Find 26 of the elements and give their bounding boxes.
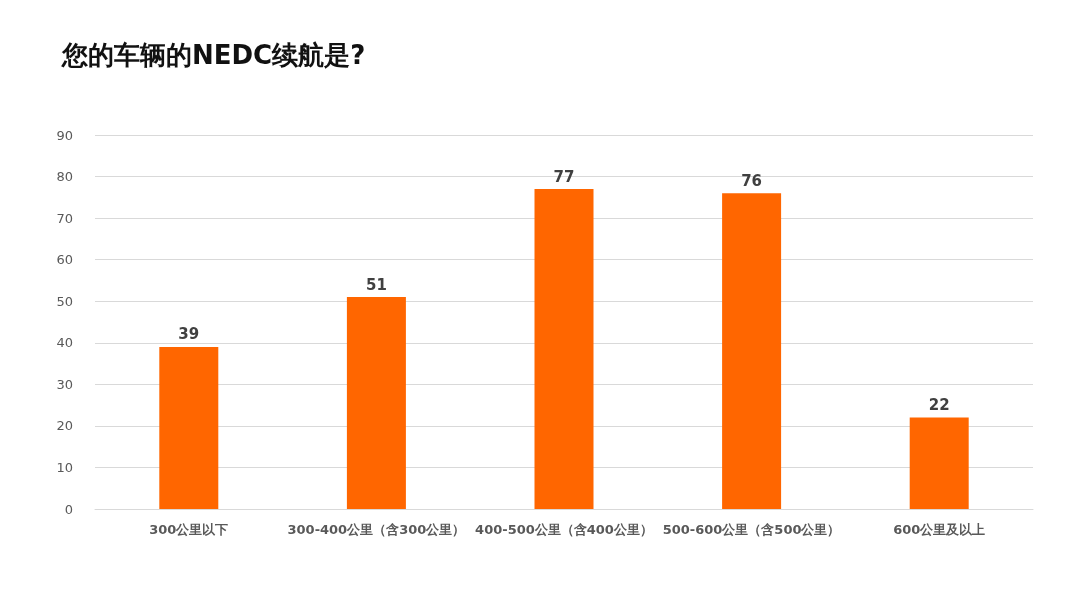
x-tick-label: 500-600公里（含500公里） xyxy=(662,522,841,537)
x-tick-label: 600公里及以上 xyxy=(893,522,986,537)
bar xyxy=(534,189,594,509)
x-tick-label: 400-500公里（含400公里） xyxy=(475,522,653,537)
y-tick-label: 70 xyxy=(56,210,73,226)
bar xyxy=(159,346,219,509)
y-tick-label: 30 xyxy=(56,376,73,392)
data-label: 77 xyxy=(553,167,575,186)
y-tick-label: 40 xyxy=(56,335,73,351)
y-tick-label: 50 xyxy=(56,293,73,309)
x-tick-label: 300-400公里（含300公里） xyxy=(287,522,466,537)
y-tick-label: 60 xyxy=(56,252,73,268)
bar xyxy=(346,297,406,509)
y-tick-label: 20 xyxy=(56,418,73,434)
y-tick-label: 80 xyxy=(56,169,73,185)
data-label: 39 xyxy=(178,325,200,344)
y-tick-label: 0 xyxy=(64,501,73,517)
y-tick-label: 10 xyxy=(56,459,73,475)
data-label: 51 xyxy=(365,275,387,294)
data-label: 22 xyxy=(928,396,950,415)
data-label: 76 xyxy=(741,171,763,190)
x-tick-label: 300公里以下 xyxy=(149,522,229,537)
bar xyxy=(722,193,782,509)
bar xyxy=(909,417,969,509)
chart-title: 您的车辆的NEDC续航是? xyxy=(62,39,366,72)
y-tick-label: 90 xyxy=(56,127,73,143)
